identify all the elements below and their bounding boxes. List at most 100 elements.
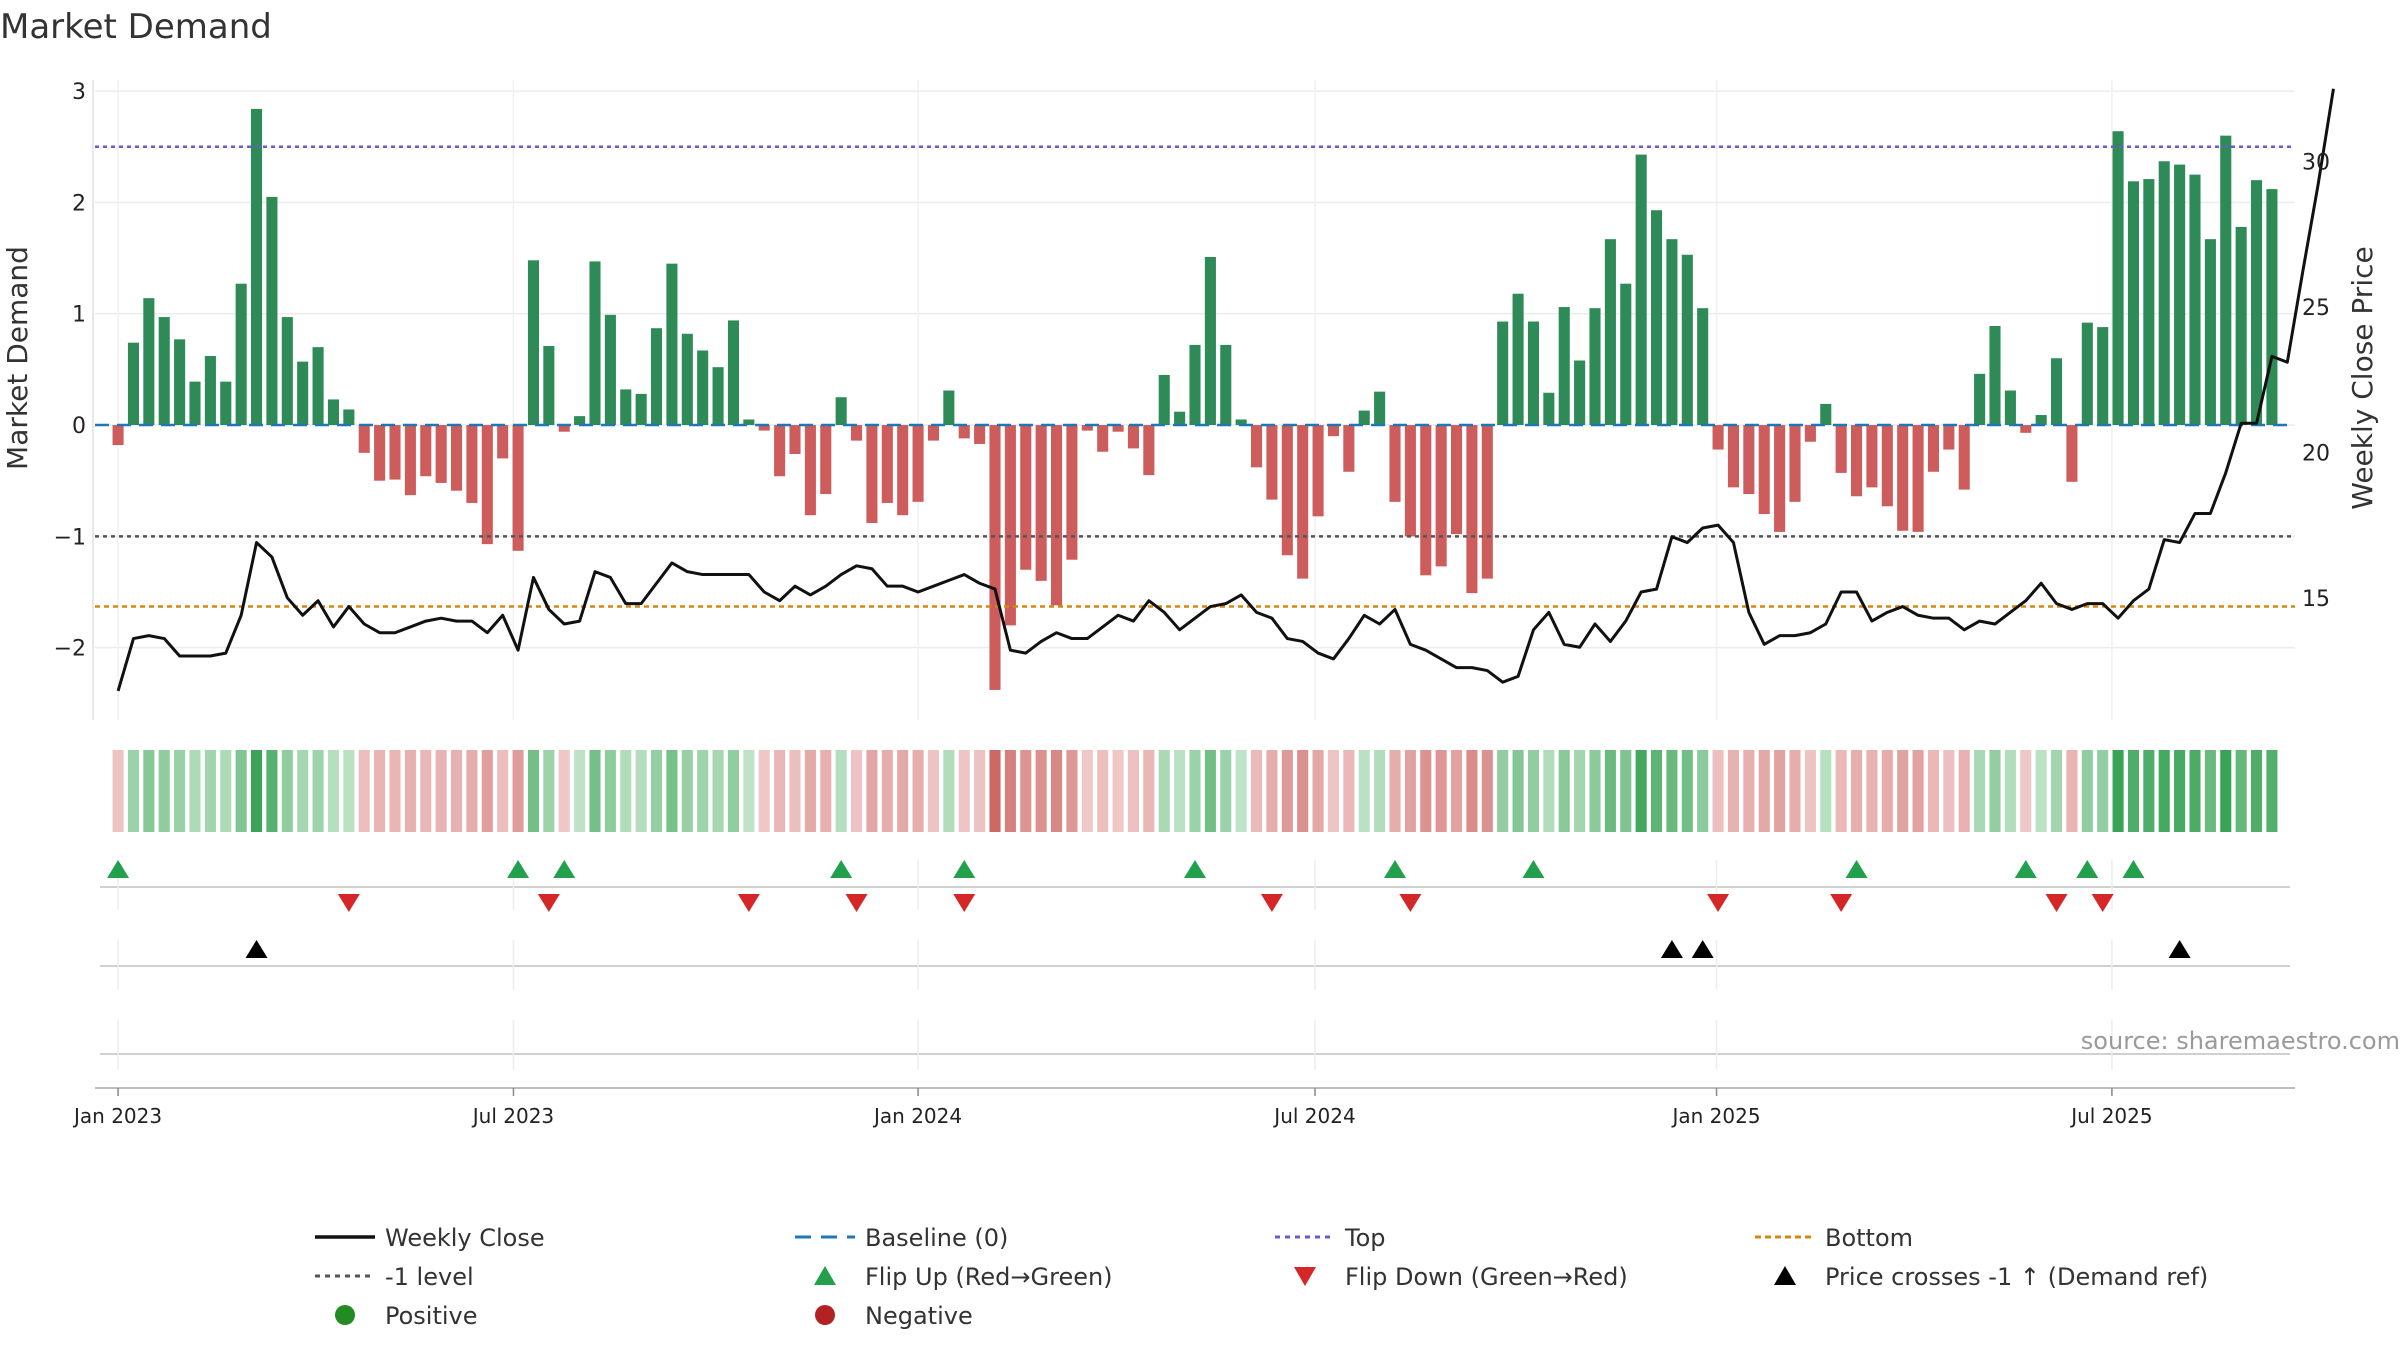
heat-cell: [1481, 750, 1493, 832]
negative-bar: [927, 425, 939, 441]
flip-down-marker: [1260, 894, 1283, 912]
positive-bar: [281, 317, 293, 426]
negative-bar: [466, 425, 478, 503]
negative-bar: [912, 425, 924, 502]
negative-bar: [1051, 425, 1063, 606]
negative-bar: [1081, 425, 1093, 431]
positive-bar: [1589, 308, 1601, 426]
heat-cell: [204, 750, 216, 832]
left-y-tick: 2: [72, 191, 86, 216]
negative-bar: [1066, 425, 1078, 560]
negative-bar: [1312, 425, 1324, 517]
legend-item: Flip Up (Red→Green): [814, 1263, 1113, 1291]
negative-bar: [1297, 425, 1309, 579]
positive-bar: [1158, 374, 1170, 426]
heat-cell: [589, 750, 601, 832]
negative-bar: [1466, 425, 1478, 594]
negative-bar: [112, 425, 124, 446]
positive-bar: [635, 393, 647, 426]
negative-bar: [358, 425, 370, 453]
flip-down-marker: [845, 894, 868, 912]
heat-cell: [1343, 750, 1355, 832]
legend: Weekly Close Baseline (0) Top Bottom -1 leve…: [315, 1224, 2208, 1330]
negative-bar: [1266, 425, 1278, 500]
heat-cell: [543, 750, 555, 832]
negative-bar: [1251, 425, 1263, 468]
demand-bars: [112, 108, 2278, 690]
negative-bar: [1774, 425, 1786, 532]
positive-bar: [251, 108, 263, 426]
negative-bar: [1866, 425, 1878, 488]
negative-bar: [1958, 425, 1970, 490]
heat-cell: [912, 750, 924, 832]
positive-bar: [1820, 403, 1832, 426]
heat-cell: [2066, 750, 2078, 832]
weekly-close-series: [116, 88, 2335, 692]
positive-bar: [327, 399, 339, 426]
x-tick-label: Jul 2023: [471, 1104, 554, 1128]
heat-cell: [1774, 750, 1786, 832]
heat-cell: [420, 750, 432, 832]
legend-item: Flip Down (Green→Red): [1294, 1263, 1628, 1291]
heat-cell: [2081, 750, 2093, 832]
demand-heat-strip: [112, 750, 2278, 832]
heat-cell: [281, 750, 293, 832]
heat-cell: [1358, 750, 1370, 832]
heat-cell: [2127, 750, 2139, 832]
heat-cell: [158, 750, 170, 832]
heat-cell: [743, 750, 755, 832]
negative-bar: [804, 425, 816, 516]
heat-cell: [1143, 750, 1155, 832]
heat-cell: [1220, 750, 1232, 832]
negative-bar: [497, 425, 509, 459]
positive-bar: [1220, 344, 1232, 426]
heat-cell: [1374, 750, 1386, 832]
legend-label: Weekly Close: [385, 1224, 545, 1252]
heat-cell: [2097, 750, 2109, 832]
negative-bar: [851, 425, 863, 441]
legend-swatch: [814, 1266, 836, 1285]
positive-bar: [651, 328, 663, 426]
heat-cell: [1435, 750, 1447, 832]
heat-cell: [1127, 750, 1139, 832]
heat-cell: [1727, 750, 1739, 832]
heat-cell: [481, 750, 493, 832]
negative-bar: [481, 425, 493, 545]
heat-cell: [727, 750, 739, 832]
heat-cell: [327, 750, 339, 832]
positive-bar: [1374, 391, 1386, 426]
heat-cell: [2174, 750, 2186, 832]
heat-cell: [251, 750, 263, 832]
negative-bar: [1281, 425, 1293, 556]
heat-cell: [2004, 750, 2016, 832]
heat-cell: [1297, 750, 1309, 832]
heat-cell: [2020, 750, 2032, 832]
price-cross-marker: [2168, 940, 2191, 958]
source-note: source: sharemaestro.com: [2081, 1027, 2400, 1055]
heat-cell: [1189, 750, 1201, 832]
heat-cell: [989, 750, 1001, 832]
negative-bar: [1727, 425, 1739, 488]
positive-bar: [2235, 226, 2247, 426]
heat-cell: [2220, 750, 2232, 832]
legend-item: Price crosses -1 ↑ (Demand ref): [1774, 1263, 2208, 1291]
negative-bar: [1712, 425, 1724, 450]
flip-up-marker: [2122, 860, 2145, 878]
heat-cell: [1112, 750, 1124, 832]
flip-down-marker: [337, 894, 360, 912]
legend-swatch: [1774, 1266, 1796, 1285]
heat-cell: [2251, 750, 2263, 832]
right-y-ticks: 15 20 25 30: [2302, 150, 2330, 611]
heat-cell: [712, 750, 724, 832]
positive-bar: [343, 409, 355, 426]
negative-bar: [1435, 425, 1447, 567]
heat-cell: [897, 750, 909, 832]
positive-bar: [2097, 327, 2109, 426]
heat-cell: [1035, 750, 1047, 832]
heat-cell: [1174, 750, 1186, 832]
heat-cell: [1927, 750, 1939, 832]
flip-up-marker: [507, 860, 530, 878]
legend-label: Flip Down (Green→Red): [1345, 1263, 1628, 1291]
heat-cell: [1620, 750, 1632, 832]
